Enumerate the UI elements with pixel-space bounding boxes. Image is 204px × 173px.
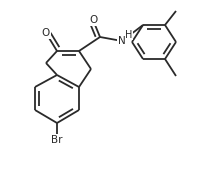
Text: O: O bbox=[42, 28, 50, 38]
Text: N: N bbox=[118, 36, 126, 46]
Text: H: H bbox=[125, 30, 133, 40]
Text: O: O bbox=[89, 15, 97, 25]
Text: Br: Br bbox=[51, 135, 63, 145]
